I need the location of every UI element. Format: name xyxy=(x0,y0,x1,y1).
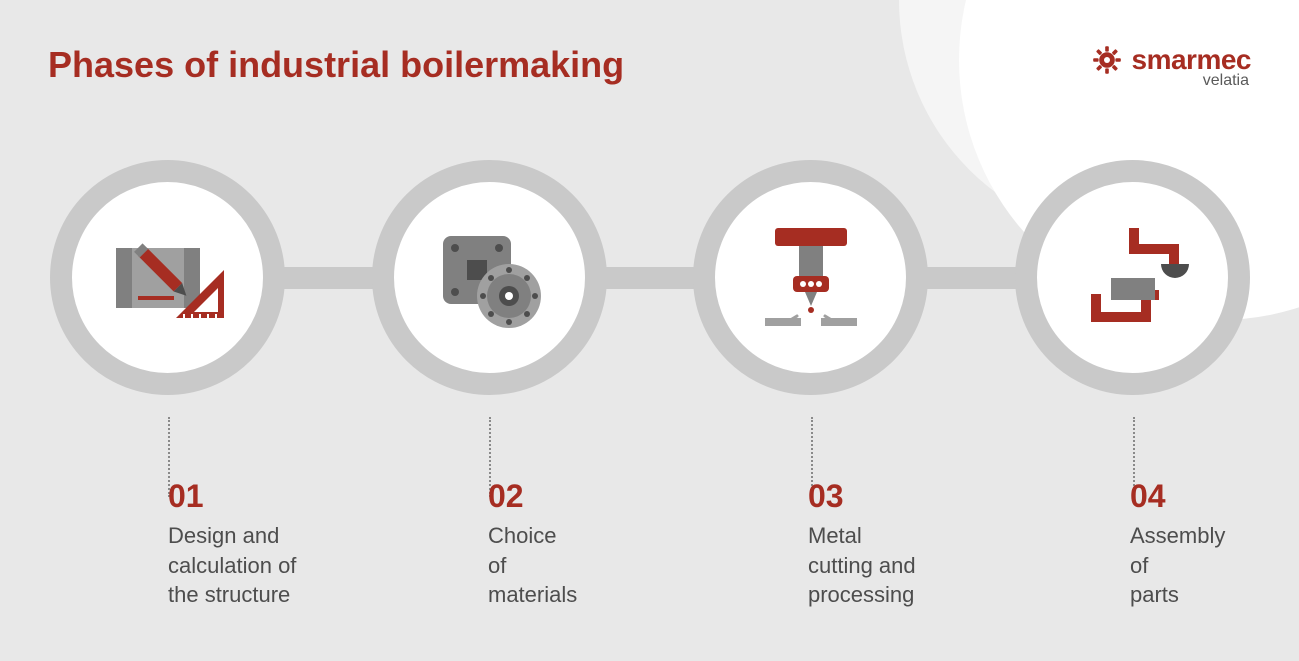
phase-desc-2: Choice of materials xyxy=(488,521,577,610)
phase-desc-3: Metal cutting and processing xyxy=(808,521,916,610)
phase-num-1: 01 xyxy=(168,478,296,515)
connector-3 xyxy=(922,267,1021,289)
phase-num-3: 03 xyxy=(808,478,916,515)
phase-label-4: 04 Assembly of parts xyxy=(1130,478,1225,610)
phase-label-3: 03 Metal cutting and processing xyxy=(808,478,916,610)
phase-row xyxy=(50,160,1250,395)
phase-node-3 xyxy=(693,160,928,395)
connector-2 xyxy=(601,267,700,289)
brand-block: smarmec velatia xyxy=(1092,44,1251,90)
phase-node-2 xyxy=(372,160,607,395)
phase-num-4: 04 xyxy=(1130,478,1225,515)
phase-desc-1: Design and calculation of the structure xyxy=(168,521,296,610)
connector-1 xyxy=(279,267,378,289)
phase-desc-4: Assembly of parts xyxy=(1130,521,1225,610)
phase-num-2: 02 xyxy=(488,478,577,515)
gear-icon xyxy=(1092,45,1122,75)
metal-cutting-icon xyxy=(751,218,871,338)
page-title: Phases of industrial boilermaking xyxy=(48,44,624,86)
phase-node-1 xyxy=(50,160,285,395)
assembly-icon xyxy=(1073,218,1193,338)
materials-icon xyxy=(429,218,549,338)
phase-node-4 xyxy=(1015,160,1250,395)
phase-label-1: 01 Design and calculation of the structu… xyxy=(168,478,296,610)
phase-label-2: 02 Choice of materials xyxy=(488,478,577,610)
design-blueprint-icon xyxy=(108,218,228,338)
